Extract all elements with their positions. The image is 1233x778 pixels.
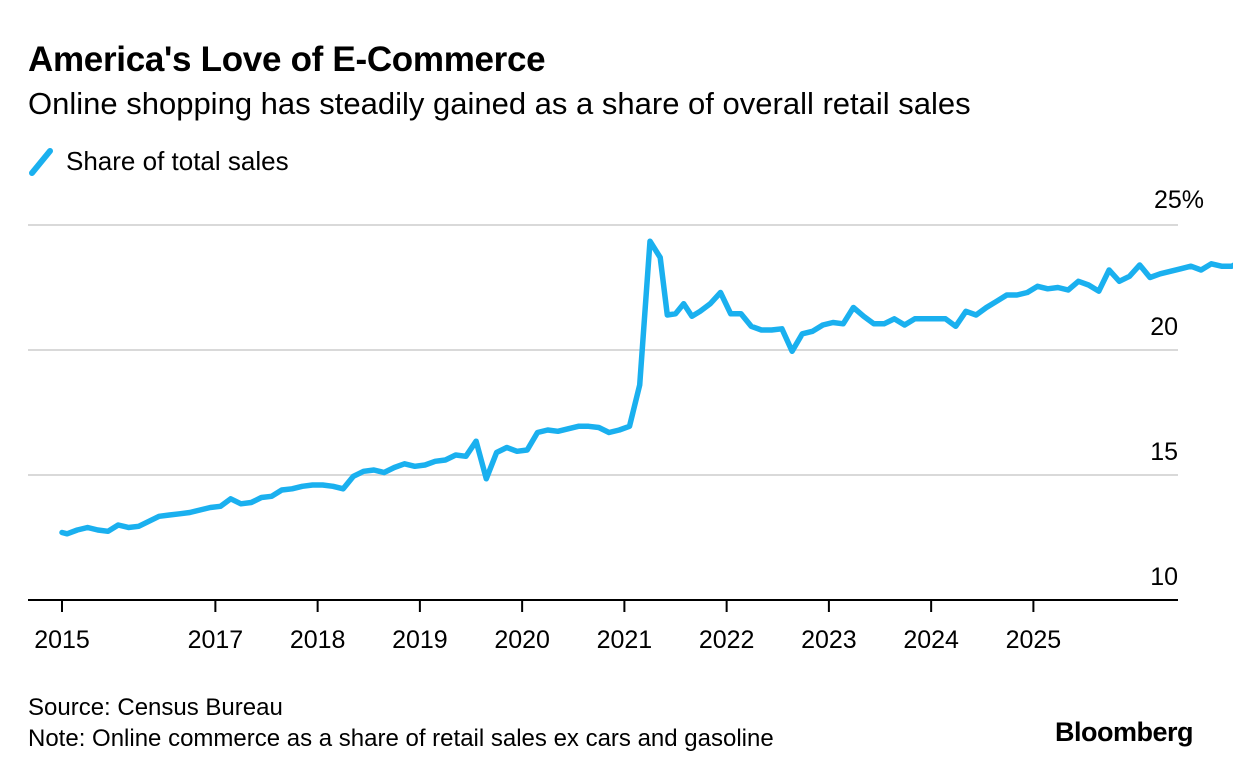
x-tick-label: 2019 xyxy=(392,626,448,654)
chart-title: America's Love of E-Commerce xyxy=(28,40,546,79)
gridlines xyxy=(28,224,1178,476)
x-tick-label: 2025 xyxy=(1006,626,1062,654)
series-line-share-of-total-sales xyxy=(59,238,1233,537)
bloomberg-logo: Bloomberg xyxy=(1054,717,1194,747)
y-axis-labels: 25% 20 15 10 xyxy=(1150,186,1204,591)
legend-label: Share of total sales xyxy=(66,146,289,176)
x-axis: 2015 2017 2018 2019 2020 2021 2022 2023 2024 2025 xyxy=(28,599,1178,654)
x-tick-label: 2023 xyxy=(801,626,857,654)
footnote: Note: Online commerce as a share of reta… xyxy=(28,725,774,752)
legend: Share of total sales xyxy=(28,146,289,177)
y-tick-label: 25% xyxy=(1154,186,1204,214)
x-tick-label: 2022 xyxy=(699,626,755,654)
x-tick-label: 2020 xyxy=(494,626,550,654)
source-note: Source: Census Bureau xyxy=(28,694,283,721)
y-tick-label: 20 xyxy=(1150,313,1178,341)
x-tick-label: 2021 xyxy=(597,626,653,654)
y-tick-label: 15 xyxy=(1150,438,1178,466)
x-tick-label: 2018 xyxy=(290,626,346,654)
series xyxy=(59,238,1233,537)
legend-swatch xyxy=(29,147,53,176)
x-tick-label: 2024 xyxy=(903,626,959,654)
chart-subtitle: Online shopping has steadily gained as a… xyxy=(28,86,971,121)
y-tick-label: 10 xyxy=(1150,563,1178,591)
x-tick-label: 2015 xyxy=(34,626,90,654)
x-tick-label: 2017 xyxy=(188,626,244,654)
